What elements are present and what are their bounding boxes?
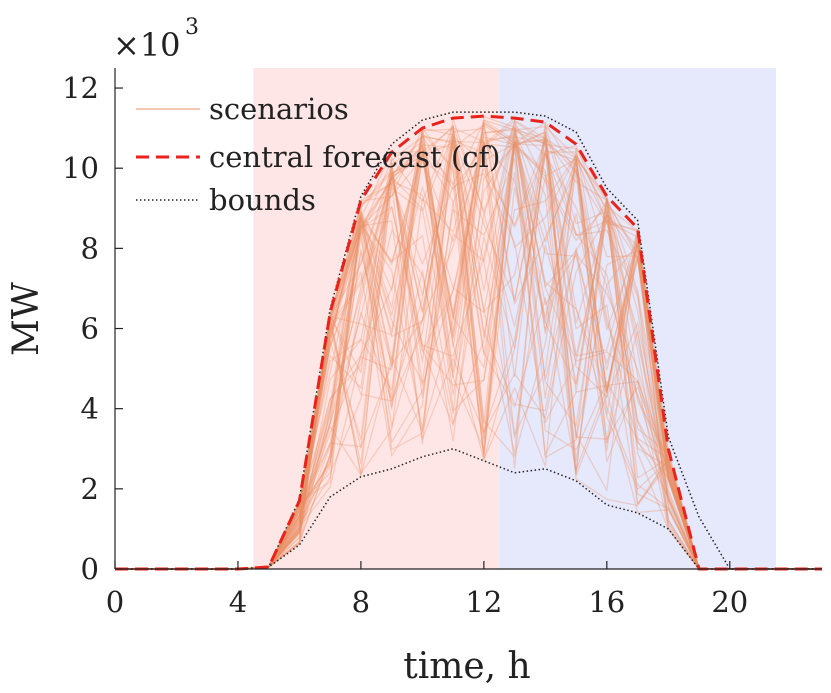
x-tick-label: 12: [465, 585, 502, 619]
x-tick-label: 4: [229, 585, 247, 619]
legend-label-central-forecast: central forecast (cf): [209, 140, 501, 174]
y-tick-label: 12: [62, 71, 99, 105]
legend: scenarios central forecast (cf) bounds: [136, 92, 501, 217]
y-tick-label: 8: [81, 231, 99, 265]
shaded-regions: [253, 68, 776, 569]
legend-label-bounds: bounds: [209, 183, 316, 217]
y-tick-label: 6: [81, 312, 99, 346]
shaded-region-1: [499, 68, 776, 569]
upper-bound-line: [115, 111, 822, 570]
y-axis-title: MW: [6, 282, 47, 356]
y-multiplier-exponent: 3: [185, 15, 199, 40]
x-axis-title: time, h: [403, 646, 531, 687]
y-tick-label: 4: [81, 392, 99, 426]
x-tick-label: 8: [352, 585, 370, 619]
x-tick-label: 16: [588, 585, 625, 619]
x-tick-label: 20: [711, 585, 748, 619]
y-tick-label: 10: [62, 151, 99, 185]
legend-label-scenarios: scenarios: [209, 92, 349, 126]
y-multiplier-base: ×10: [113, 26, 181, 64]
axes: [114, 68, 822, 570]
x-tick-label: 0: [106, 585, 124, 619]
y-tick-label: 0: [81, 552, 99, 586]
y-tick-label: 2: [81, 472, 99, 506]
shaded-region-0: [253, 68, 500, 569]
tick-labels: 0 4 8 12 16 20 0 2 4 6 8 10 12: [62, 71, 748, 619]
